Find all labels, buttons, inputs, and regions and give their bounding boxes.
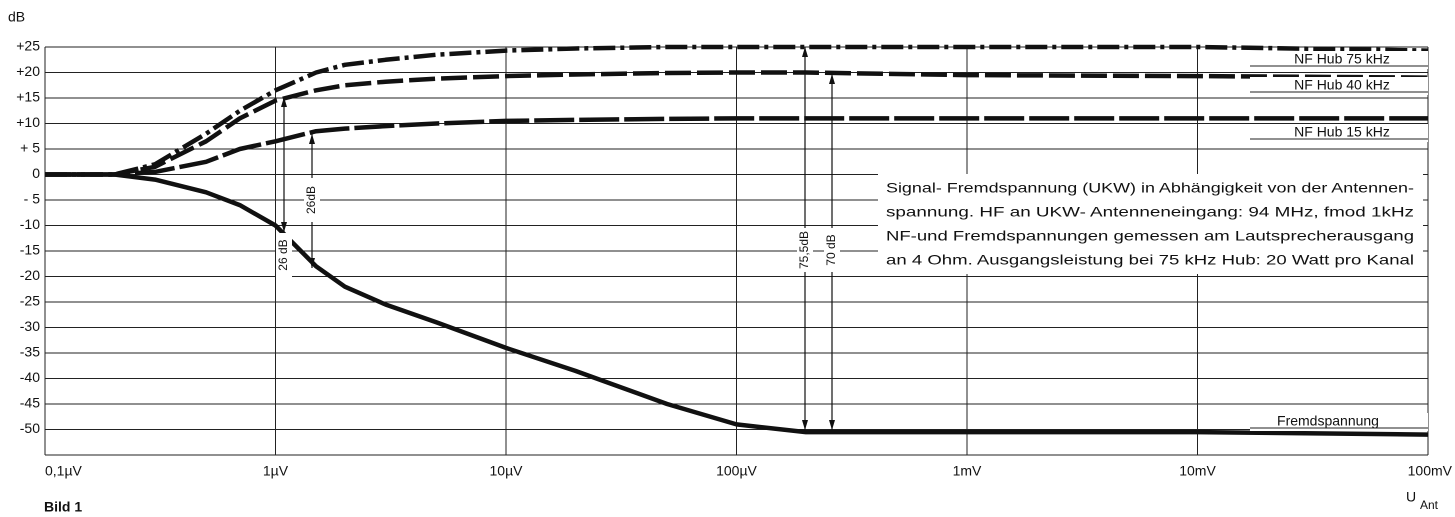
series-line: [45, 116, 1428, 177]
arrow-head: [309, 258, 315, 268]
dimension-bg: [304, 178, 320, 222]
series-line: [45, 44, 1429, 177]
arrow-head: [802, 420, 808, 430]
dimension-label: 75,5dB: [797, 231, 811, 269]
dimension-label: 26dB: [304, 186, 318, 214]
y-tick-label: -15: [20, 242, 40, 258]
legend-bg: [1250, 77, 1428, 95]
y-tick-label: -45: [20, 395, 40, 411]
y-tick-label: - 5: [24, 191, 41, 207]
x-tick-label: 10mV: [1179, 463, 1216, 479]
y-tick-label: +10: [16, 114, 40, 130]
y-tick-label: 0: [32, 165, 40, 181]
y-tick-label: -20: [20, 267, 40, 283]
legend-bg: [1250, 413, 1428, 431]
legend-label: NF Hub 40 kHz: [1294, 77, 1390, 93]
annotation-text: NF-und Fremdspannungen gemessen am Lauts…: [886, 228, 1414, 244]
legend-label: NF Hub 75 kHz: [1294, 51, 1390, 67]
dimension-bg: [824, 228, 840, 272]
arrow-head: [829, 74, 835, 84]
y-tick-label: + 5: [20, 140, 40, 156]
arrow-head: [802, 47, 808, 57]
arrow-head: [829, 420, 835, 430]
dimension-bg: [276, 233, 292, 277]
x-tick-label: 0,1µV: [45, 463, 83, 479]
arrow-head: [281, 222, 287, 232]
y-tick-label: -30: [20, 318, 40, 334]
y-tick-label: +15: [16, 89, 40, 105]
series-line: [45, 172, 1429, 437]
y-tick-label: -40: [20, 369, 40, 385]
series-line: [45, 70, 1429, 177]
x-tick-label: 100µV: [716, 463, 757, 479]
x-axis-label: U: [1406, 489, 1416, 505]
dimension-bg: [797, 228, 813, 272]
annotation-bg: [878, 174, 1423, 274]
annotation-text: an 4 Ohm. Ausgangsleistung bei 75 kHz Hu…: [886, 252, 1414, 268]
y-tick-label: +25: [16, 38, 40, 54]
legend-label: NF Hub 15 kHz: [1294, 124, 1390, 140]
y-tick-label: -25: [20, 293, 40, 309]
y-axis-label: dB: [8, 9, 25, 25]
x-tick-label: 1µV: [263, 463, 289, 479]
y-tick-label: +20: [16, 63, 40, 79]
x-tick-label: 1mV: [953, 463, 982, 479]
arrow-head: [309, 134, 315, 144]
x-tick-label: 10µV: [490, 463, 524, 479]
y-tick-label: -10: [20, 216, 40, 232]
annotation-text: Signal- Fremdspannung (UKW) in Abhängigk…: [886, 180, 1414, 196]
legend-bg: [1250, 124, 1428, 142]
dimension-label: 70 dB: [824, 234, 838, 265]
y-tick-label: -35: [20, 344, 40, 360]
legend-label: Fremdspannung: [1277, 413, 1379, 429]
x-axis-label-sub: Ant: [1420, 498, 1439, 512]
legend-bg: [1250, 51, 1428, 69]
arrow-head: [281, 97, 287, 107]
y-tick-label: -50: [20, 420, 40, 436]
annotation-text: spannung. HF an UKW- Antenneneingang: 94…: [886, 204, 1414, 220]
caption: Bild 1: [44, 499, 82, 515]
x-tick-label: 100mV: [1408, 463, 1453, 479]
dimension-label: 26 dB: [276, 239, 290, 270]
